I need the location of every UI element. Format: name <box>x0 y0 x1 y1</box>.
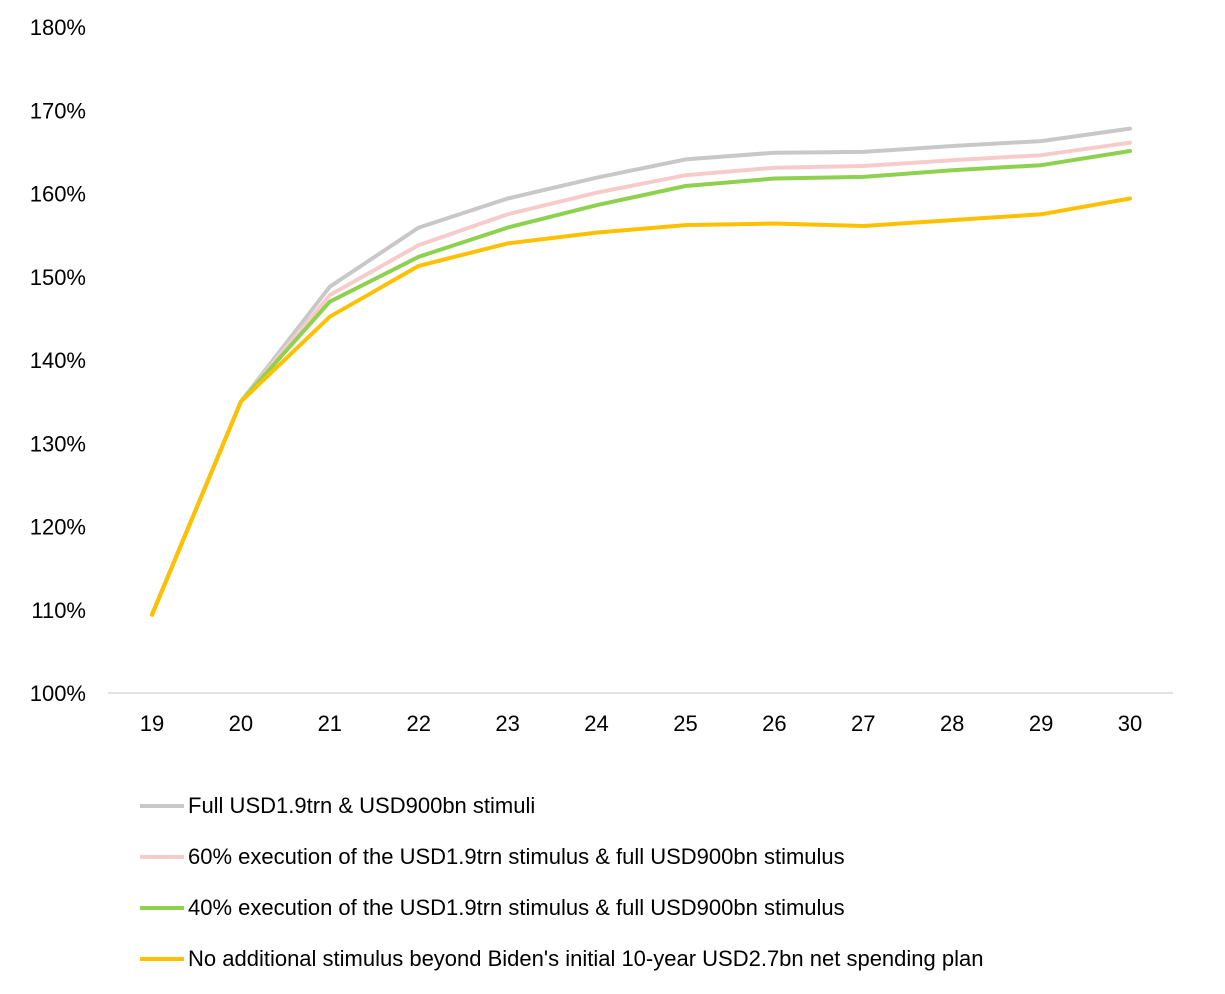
y-axis-ticks: 100% 110% 120% 130% 140% 150% 160% 170% 180% <box>30 15 86 706</box>
legend-swatch-gray <box>140 803 184 808</box>
legend-label: No additional stimulus beyond Biden's in… <box>188 945 984 971</box>
legend-item-no-additional: No additional stimulus beyond Biden's in… <box>140 933 983 984</box>
y-tick-label: 140% <box>30 348 86 373</box>
y-tick-label: 150% <box>30 265 86 290</box>
x-tick-label: 26 <box>762 711 786 736</box>
y-tick-label: 110% <box>31 598 86 623</box>
legend: Full USD1.9trn & USD900bn stimuli 60% ex… <box>140 780 983 984</box>
x-tick-label: 19 <box>140 711 164 736</box>
series-line-2 <box>150 149 1132 617</box>
legend-label: 60% execution of the USD1.9trn stimulus … <box>188 843 845 869</box>
y-tick-label: 160% <box>30 182 86 207</box>
y-tick-label: 170% <box>30 98 86 123</box>
y-tick-label: 100% <box>30 681 86 706</box>
x-axis-ticks: 19 20 21 22 23 24 25 26 27 28 29 30 <box>140 711 1142 736</box>
legend-item-60-percent: 60% execution of the USD1.9trn stimulus … <box>140 831 983 882</box>
legend-item-40-percent: 40% execution of the USD1.9trn stimulus … <box>140 882 983 933</box>
y-tick-label: 180% <box>30 15 86 40</box>
series-lines <box>150 126 1132 617</box>
x-tick-label: 30 <box>1118 711 1142 736</box>
legend-swatch-yellow <box>140 956 184 961</box>
x-tick-label: 29 <box>1029 711 1053 736</box>
x-tick-label: 20 <box>229 711 253 736</box>
x-tick-label: 28 <box>940 711 964 736</box>
legend-swatch-green <box>140 905 184 910</box>
series-line-0 <box>150 126 1132 617</box>
x-tick-label: 21 <box>318 711 342 736</box>
x-tick-label: 23 <box>495 711 519 736</box>
x-tick-label: 25 <box>673 711 697 736</box>
line-chart: 100% 110% 120% 130% 140% 150% 160% 170% 180% 19 2… <box>30 15 1173 736</box>
legend-swatch-pink <box>140 854 184 859</box>
x-tick-label: 27 <box>851 711 875 736</box>
series-line-1 <box>150 140 1132 617</box>
y-tick-label: 120% <box>30 515 86 540</box>
legend-label: Full USD1.9trn & USD900bn stimuli <box>188 792 536 818</box>
legend-item-full-stimuli: Full USD1.9trn & USD900bn stimuli <box>140 780 983 831</box>
x-tick-label: 22 <box>406 711 430 736</box>
legend-label: 40% execution of the USD1.9trn stimulus … <box>188 894 845 920</box>
series-line-3 <box>150 196 1132 617</box>
x-tick-label: 24 <box>584 711 608 736</box>
y-tick-label: 130% <box>30 431 86 456</box>
